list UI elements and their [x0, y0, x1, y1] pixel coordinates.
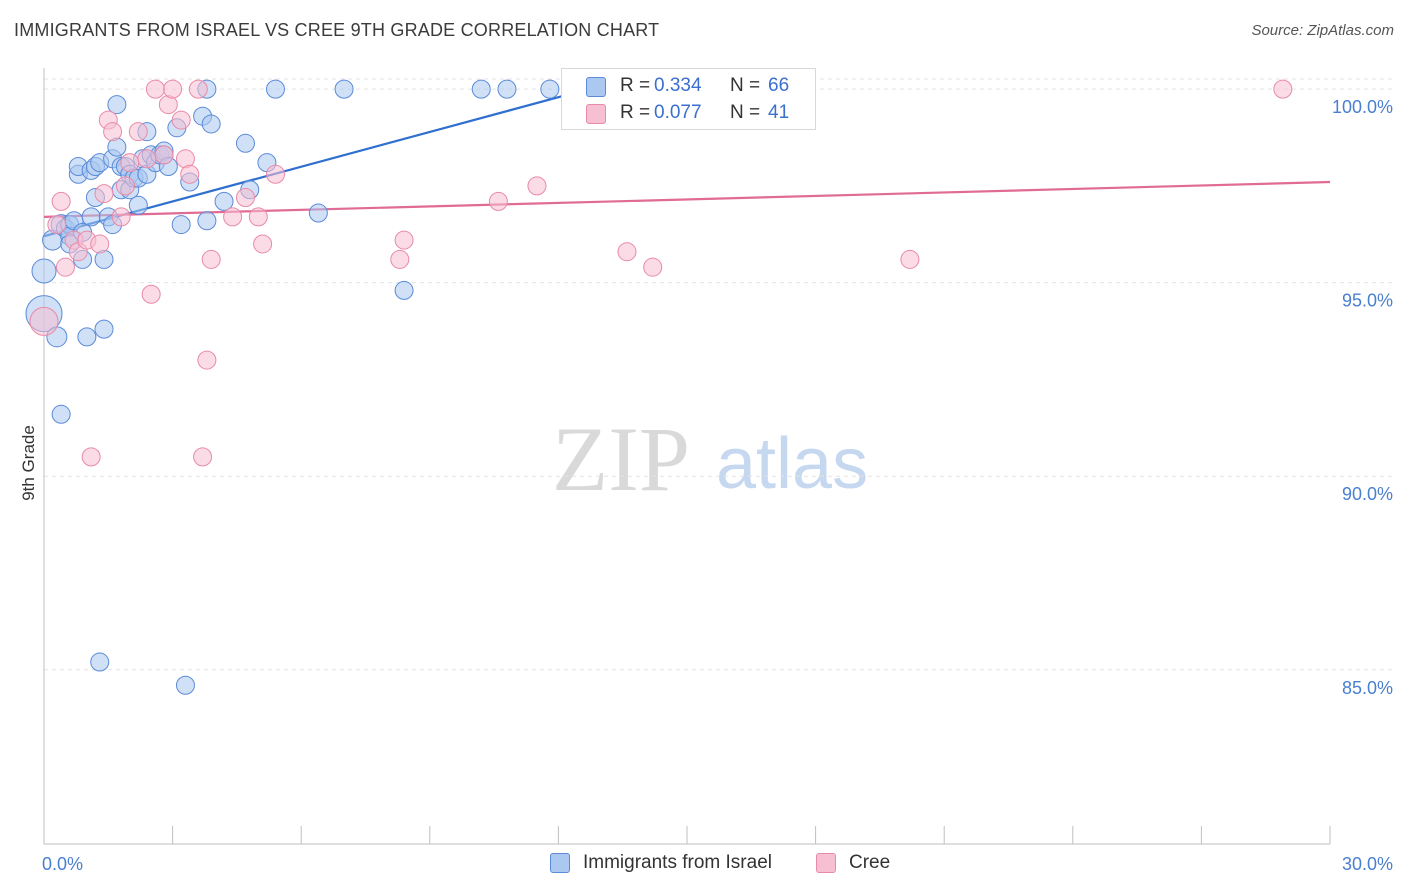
cree-point — [141, 284, 161, 304]
bottom-legend-label-cree: Cree — [849, 852, 891, 873]
cree-point — [390, 249, 410, 269]
watermark-zip: ZIP — [552, 408, 690, 510]
legend-r-value: 0.334 — [654, 75, 702, 96]
cree-point — [394, 230, 414, 250]
cree-point — [137, 149, 157, 169]
israel-point — [51, 404, 71, 424]
cree-point — [128, 122, 148, 142]
cree-point — [180, 164, 200, 184]
bottom-legend-label-israel: Immigrants from Israel — [583, 852, 772, 873]
israel-point — [334, 79, 354, 99]
cree-point — [900, 249, 920, 269]
israel-point — [308, 203, 328, 223]
israel-point — [171, 215, 191, 235]
cree-point — [248, 207, 268, 227]
watermark-atlas: atlas — [716, 424, 868, 504]
x-tick-label: 30.0% — [1342, 854, 1393, 874]
legend-n-label: N = — [730, 75, 761, 96]
cree-point — [115, 176, 135, 196]
cree-point — [617, 242, 637, 262]
israel-point — [540, 79, 560, 99]
israel-point — [201, 114, 221, 134]
israel-point — [175, 675, 195, 695]
chart-title: IMMIGRANTS FROM ISRAEL VS CREE 9TH GRADE… — [14, 20, 660, 40]
bottom-legend-swatch-cree — [816, 853, 836, 873]
israel-point — [394, 280, 414, 300]
cree-point — [527, 176, 547, 196]
cree-point — [1273, 79, 1293, 99]
cree-point — [235, 187, 255, 207]
israel-point — [107, 95, 127, 115]
cree-point — [111, 207, 131, 227]
cree-point — [94, 184, 114, 204]
israel-point — [94, 319, 114, 339]
legend-box: R = 0.334 N = 66 R = 0.077 N = 41 — [561, 68, 816, 130]
israel-point — [81, 207, 101, 227]
y-axis-label: 9th Grade — [19, 425, 38, 501]
y-tick-label: 95.0% — [1342, 291, 1393, 311]
cree-point — [223, 207, 243, 227]
cree-point — [154, 145, 174, 165]
legend-n-value: 41 — [768, 102, 790, 123]
israel-point — [90, 652, 110, 672]
israel-point — [197, 211, 217, 231]
cree-point — [171, 110, 191, 130]
legend-r-label: R = — [620, 75, 651, 96]
cree-point — [29, 306, 59, 336]
israel-point — [497, 79, 517, 99]
cree-point — [193, 447, 213, 467]
israel-point — [471, 79, 491, 99]
israel-point — [128, 195, 148, 215]
legend-swatch-israel — [586, 77, 606, 97]
cree-point — [201, 249, 221, 269]
cree-point — [120, 153, 140, 173]
cree-point — [145, 79, 165, 99]
israel-point — [77, 327, 97, 347]
israel-point — [265, 79, 285, 99]
cree-point — [643, 257, 663, 277]
cree-point — [488, 191, 508, 211]
legend-r-label: R = — [620, 102, 651, 123]
legend-row-israel: R = 0.334 N = 66 — [562, 73, 817, 101]
israel-point — [31, 258, 57, 284]
y-tick-label: 90.0% — [1342, 484, 1393, 504]
legend-r-value: 0.077 — [654, 102, 702, 123]
y-tick-label: 85.0% — [1342, 678, 1393, 698]
x-tick-label: 0.0% — [42, 854, 83, 874]
cree-point — [81, 447, 101, 467]
cree-point — [55, 257, 75, 277]
legend-n-label: N = — [730, 102, 761, 123]
y-tick-label: 100.0% — [1332, 97, 1393, 117]
cree-point — [253, 234, 273, 254]
israel-point — [235, 133, 255, 153]
israel-point — [214, 191, 234, 211]
legend-swatch-cree — [586, 104, 606, 124]
cree-point — [47, 215, 67, 235]
cree-point — [197, 350, 217, 370]
cree-point — [163, 79, 183, 99]
cree-point — [90, 234, 110, 254]
legend-row-cree: R = 0.077 N = 41 — [562, 100, 817, 128]
source-credit: Source: ZipAtlas.com — [1251, 22, 1394, 39]
cree-point — [188, 79, 208, 99]
legend-n-value: 66 — [768, 75, 790, 96]
cree-point — [51, 191, 71, 211]
cree-point — [103, 122, 123, 142]
bottom-legend-swatch-israel — [550, 853, 570, 873]
cree-point — [265, 164, 285, 184]
